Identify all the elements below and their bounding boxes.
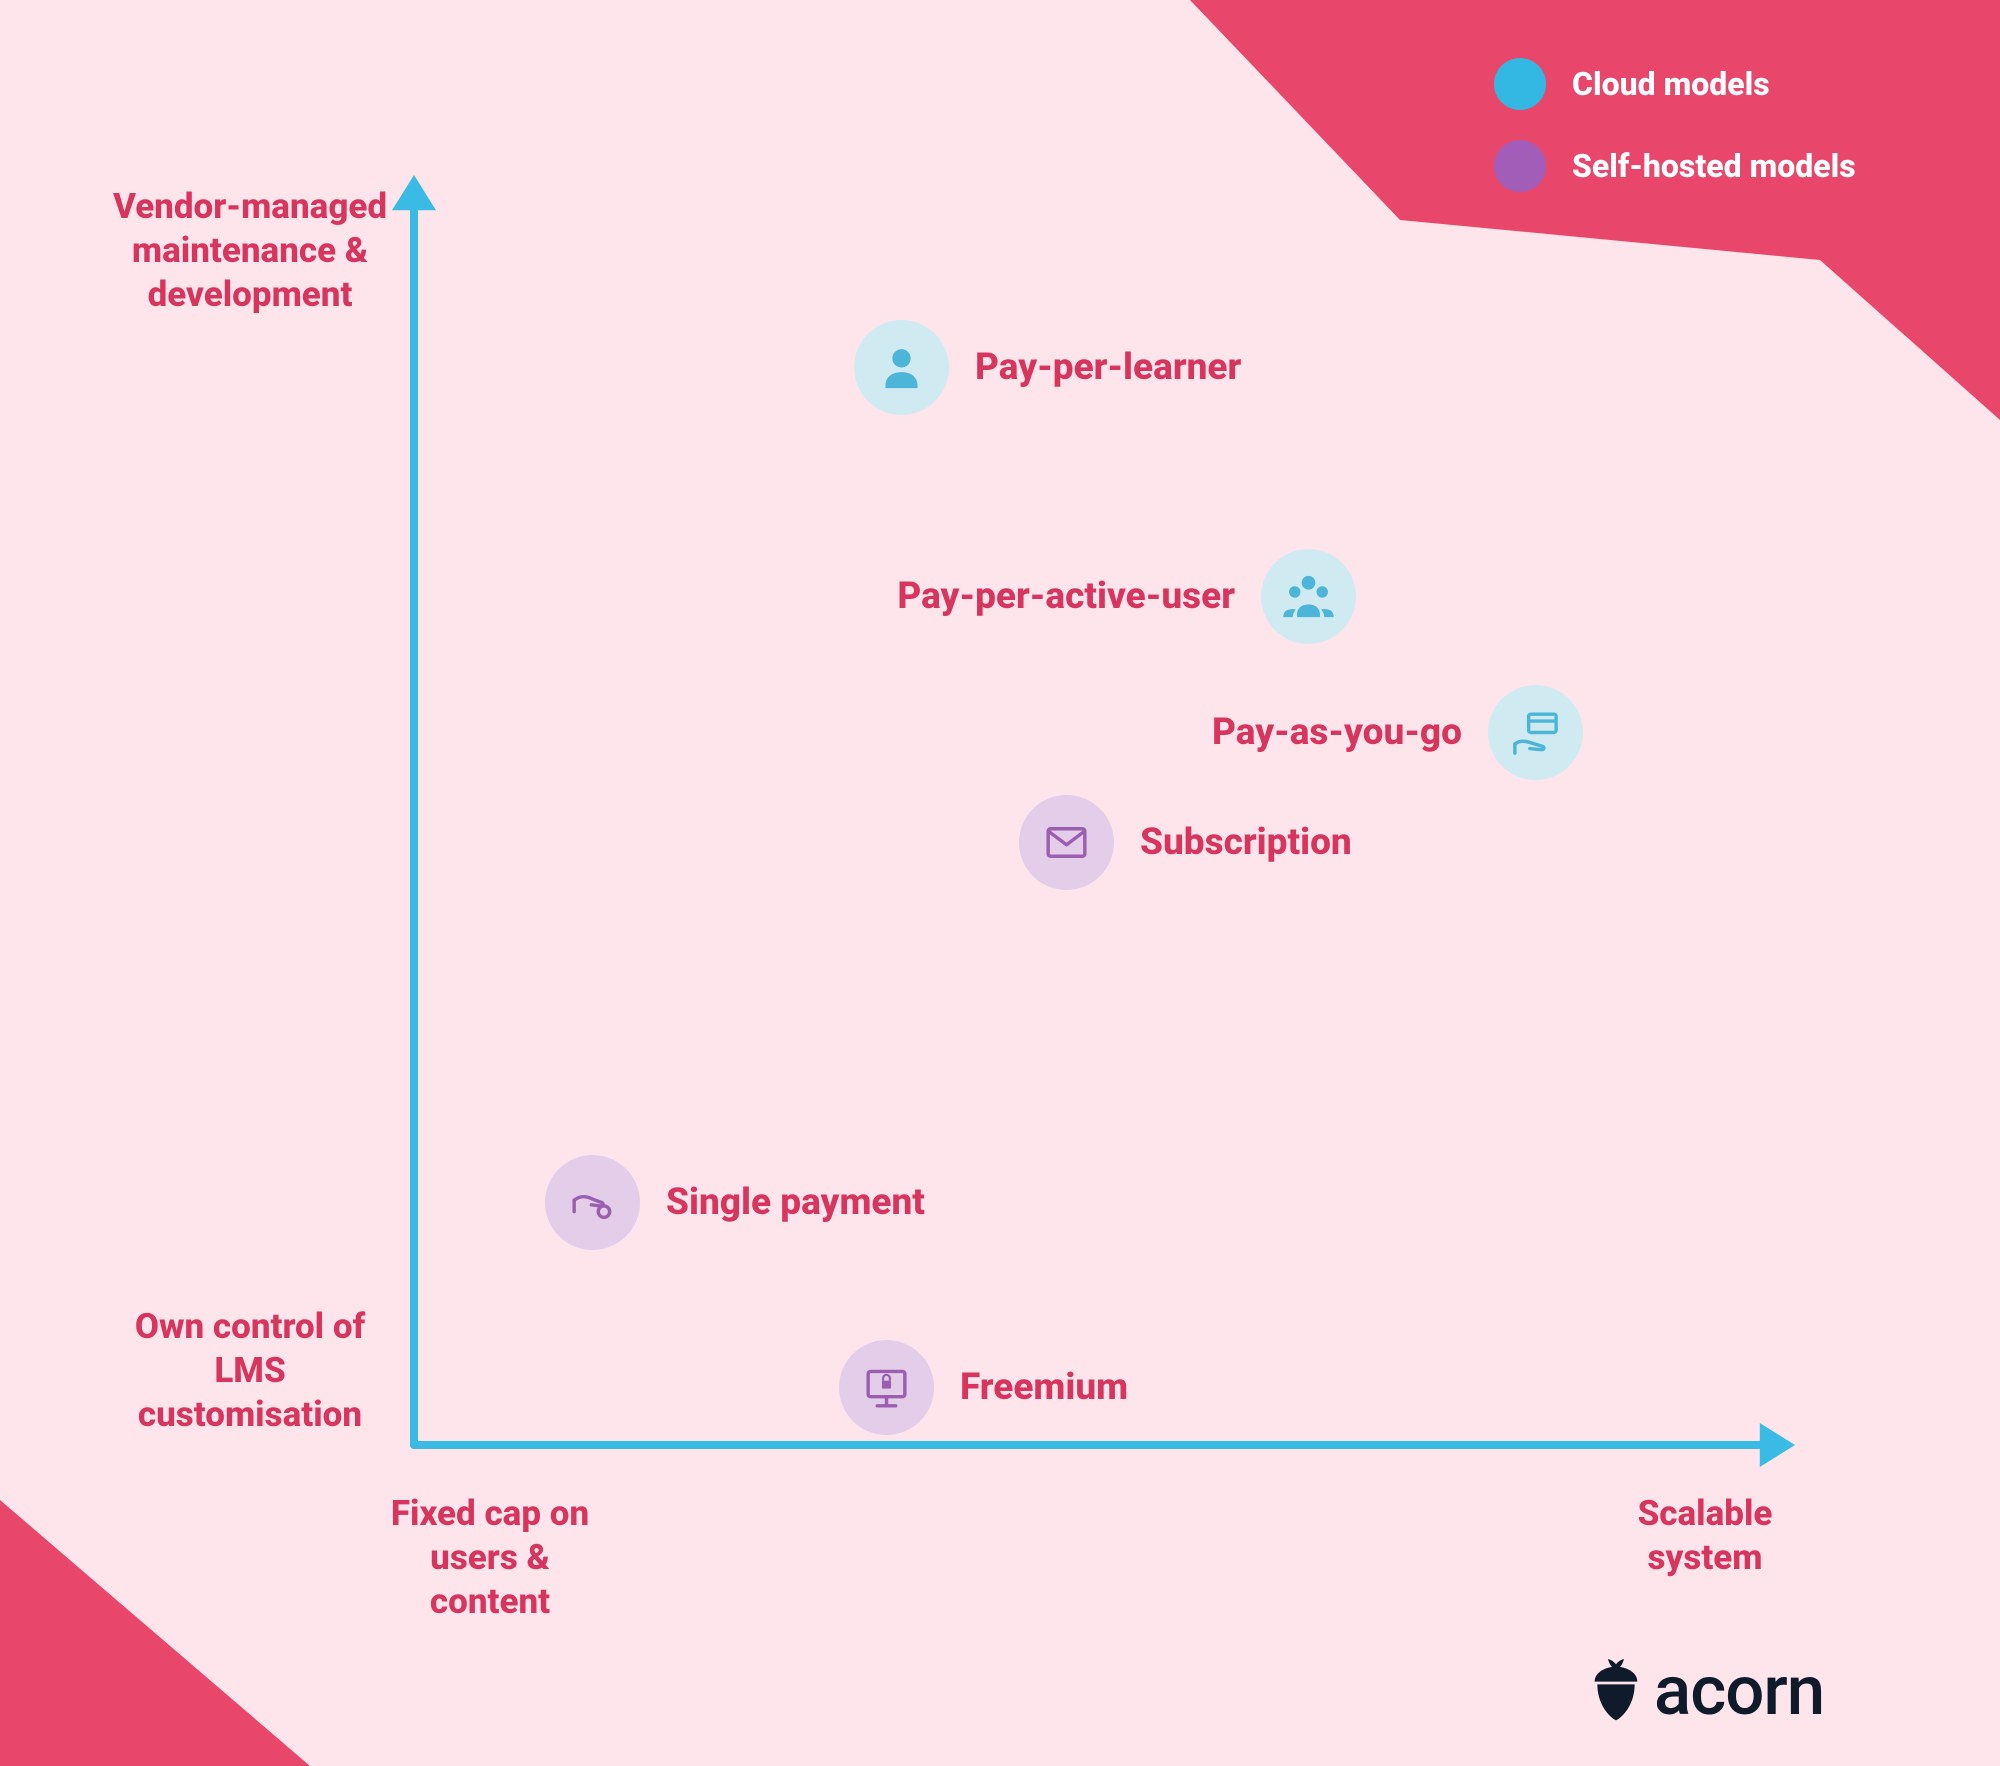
brand-logo-text: acorn xyxy=(1654,1650,1824,1731)
y-axis-top-label: Vendor-managedmaintenance &development xyxy=(100,185,400,316)
point-bubble xyxy=(545,1155,640,1250)
point-bubble xyxy=(1261,549,1356,644)
point-label: Single payment xyxy=(666,1181,925,1224)
y-axis-bottom-label: Own control ofLMScustomisation xyxy=(100,1305,400,1436)
x-axis-right-label: Scalablesystem xyxy=(1590,1492,1820,1580)
people-icon xyxy=(1281,569,1336,624)
point-pay-as-you-go: Pay-as-you-go xyxy=(1212,685,1583,780)
legend-label: Cloud models xyxy=(1572,65,1770,103)
point-bubble xyxy=(854,320,949,415)
acorn-icon xyxy=(1588,1659,1644,1723)
point-label: Pay-per-active-user xyxy=(897,575,1235,618)
point-label: Pay-per-learner xyxy=(975,346,1241,389)
infographic-canvas: Vendor-managedmaintenance &development Ow… xyxy=(0,0,2000,1766)
legend-item-cloud: Cloud models xyxy=(1494,58,1770,110)
point-bubble xyxy=(1488,685,1583,780)
legend-dot xyxy=(1494,58,1546,110)
point-label: Freemium xyxy=(960,1366,1128,1409)
point-pay-per-learner: Pay-per-learner xyxy=(854,320,1241,415)
legend-label: Self-hosted models xyxy=(1572,147,1856,185)
legend-dot xyxy=(1494,140,1546,192)
point-label: Pay-as-you-go xyxy=(1212,711,1462,754)
point-pay-per-active-user: Pay-per-active-user xyxy=(897,549,1356,644)
envelope-icon xyxy=(1039,815,1094,870)
point-freemium: Freemium xyxy=(839,1340,1128,1435)
point-bubble xyxy=(1019,795,1114,890)
hand-coin-icon xyxy=(565,1175,620,1230)
point-subscription: Subscription xyxy=(1019,795,1352,890)
brand-logo: acorn xyxy=(1588,1650,1824,1731)
x-axis-left-label: Fixed cap onusers &content xyxy=(360,1492,620,1623)
point-label: Subscription xyxy=(1140,821,1352,864)
point-bubble xyxy=(839,1340,934,1435)
point-single-payment: Single payment xyxy=(545,1155,925,1250)
person-icon xyxy=(874,340,929,395)
legend-item-self: Self-hosted models xyxy=(1494,140,1856,192)
hand-card-icon xyxy=(1508,705,1563,760)
monitor-lock-icon xyxy=(859,1360,914,1415)
